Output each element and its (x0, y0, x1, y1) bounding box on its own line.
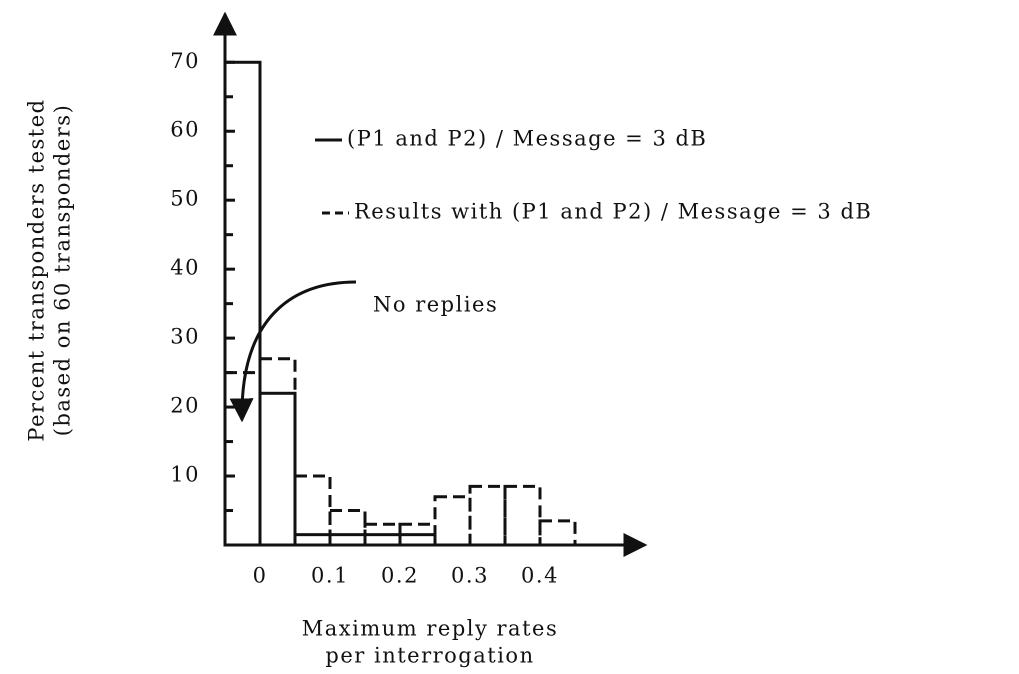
histogram-bar (258, 357, 297, 547)
x-tick-label: 0.4 (521, 564, 559, 588)
x-tick-label: 0.2 (381, 564, 419, 588)
annotation: No replies (373, 293, 498, 317)
x-tick-label: 0 (253, 564, 268, 588)
histogram-bar (468, 484, 507, 547)
annotation-arrow (229, 280, 357, 423)
histogram-bar (538, 519, 577, 547)
histogram-bar (258, 391, 297, 547)
y-tick-label: 10 (170, 463, 200, 487)
legend-label: (P1 and P2) / Message = 3 dB (347, 127, 707, 151)
y-tick-label: 20 (170, 394, 200, 418)
histogram-bar (328, 509, 367, 547)
y-tick-label: 60 (170, 118, 200, 142)
y-tick-label: 40 (170, 256, 200, 280)
y-axis-label: (based on 60 transponders) (51, 104, 75, 437)
histogram-bar (363, 533, 402, 547)
histogram-bar (433, 495, 472, 547)
y-tick-label: 30 (170, 325, 200, 349)
histogram-bar (223, 371, 262, 547)
x-axis-label: per interrogation (325, 644, 534, 668)
legend-label: Results with (P1 and P2) / Message = 3 d… (354, 200, 872, 224)
y-axis-label: Percent transponders tested (25, 98, 49, 441)
histogram-bar (328, 533, 367, 547)
histogram-bar (503, 484, 542, 547)
histogram-bar (293, 533, 332, 547)
x-tick-label: 0.1 (311, 564, 349, 588)
histogram-bar (398, 533, 437, 547)
x-axis-label: Maximum reply rates (302, 617, 558, 641)
histogram-bar (293, 474, 332, 547)
y-tick-label: 50 (170, 187, 200, 211)
x-tick-label: 0.3 (451, 564, 489, 588)
y-tick-label: 70 (170, 49, 200, 73)
